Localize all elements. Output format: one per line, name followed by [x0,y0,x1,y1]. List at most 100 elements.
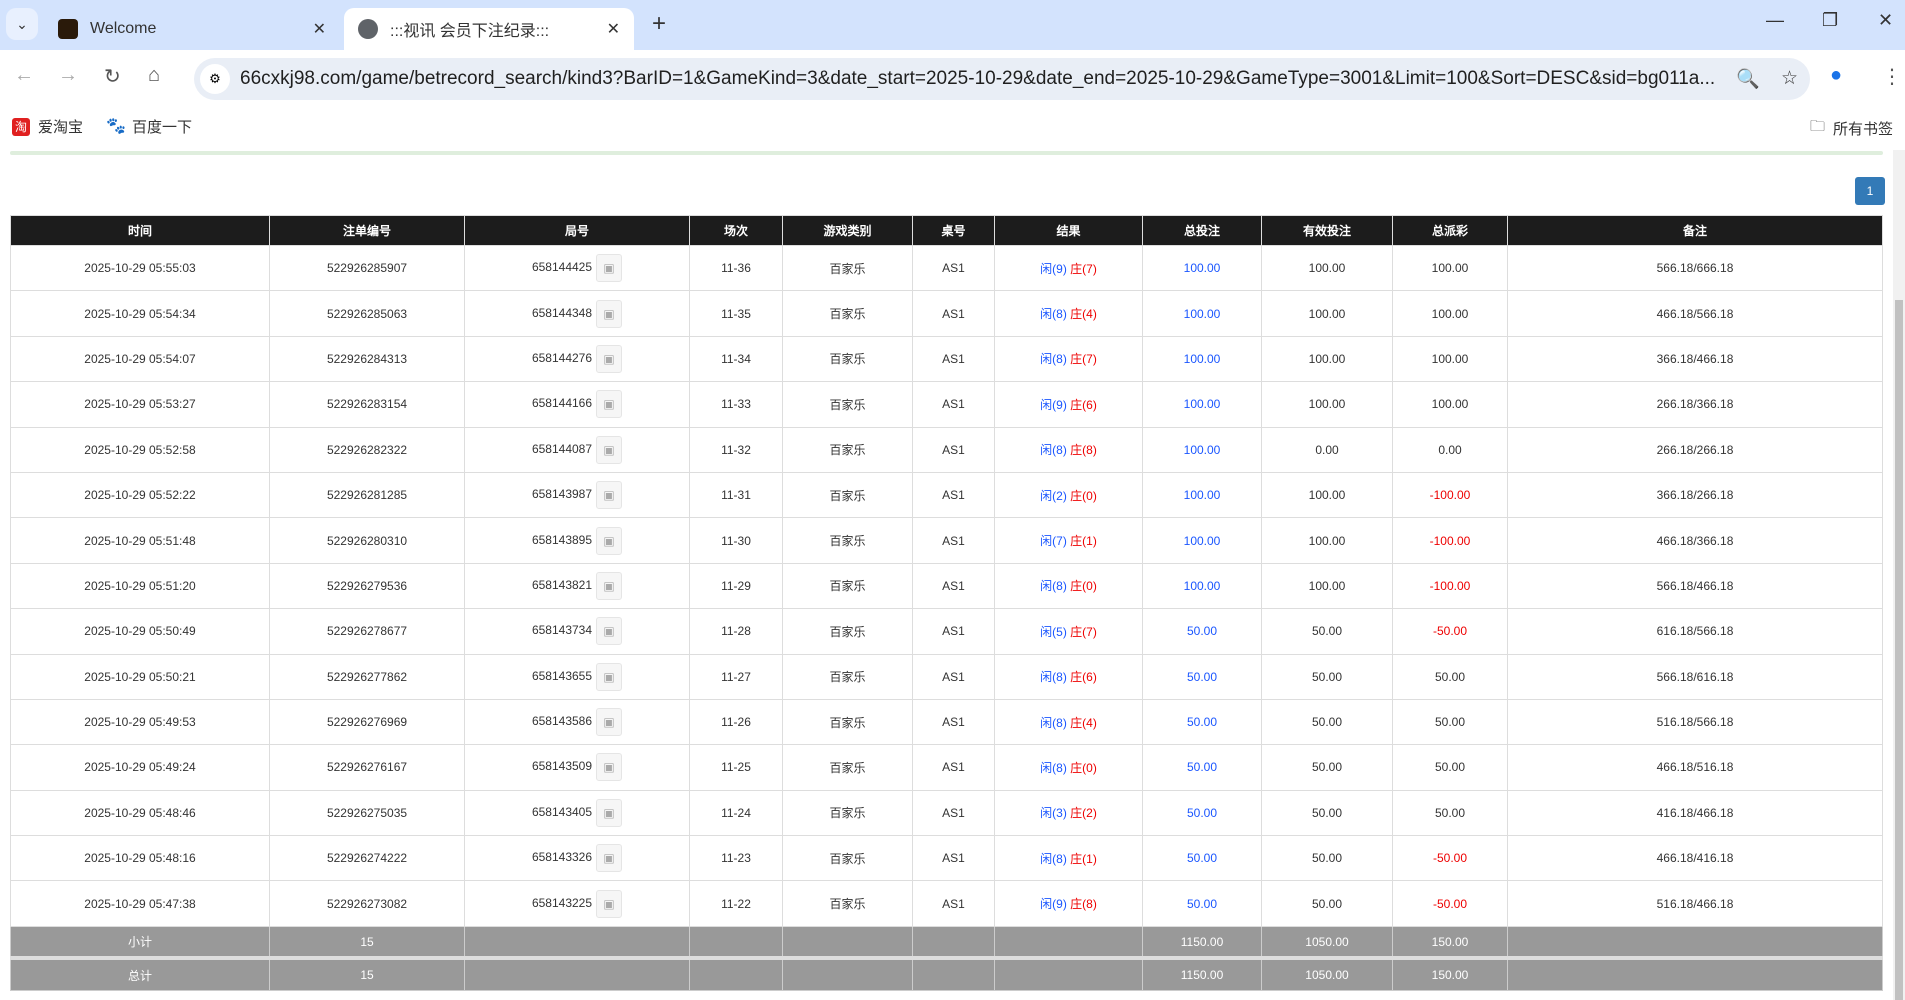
bet-id-cell: 522926284313 [269,335,465,383]
url-text[interactable]: 66cxkj98.com/game/betrecord_search/kind3… [240,68,1716,89]
back-button[interactable]: ← [14,64,34,86]
video-replay-icon[interactable]: ▣ [596,617,623,646]
menu-icon[interactable]: ⋮ [1882,66,1902,88]
video-replay-icon[interactable]: ▣ [596,571,623,600]
video-replay-icon[interactable]: ▣ [596,390,623,419]
close-tab-icon[interactable]: ✕ [312,21,326,38]
result-cell: 闲(8) 庄(4) [994,698,1143,746]
video-replay-icon[interactable]: ▣ [596,435,623,464]
tab-welcome[interactable]: Welcome ✕ [44,8,340,50]
video-replay-icon[interactable]: ▣ [596,753,623,782]
bet-record-table: 时间 注单编号 局号 场次 游戏类别 桌号 结果 总投注 有效投注 总派彩 备注 2025-10-2… [10,215,1883,991]
valid-bet-cell: 50.00 [1261,880,1393,927]
result-cell: 闲(8) 庄(1) [994,835,1143,882]
table-cell [1507,956,1883,991]
baidu-paw-icon: 🐾 [106,117,126,135]
game-type-cell: 百家乐 [782,471,913,519]
new-tab-button[interactable]: + [652,10,667,37]
table-cell: 150.00 [1392,956,1508,991]
round-id: 658143895 [531,532,593,547]
session-cell: 11-25 [689,744,783,791]
table-no-cell: AS1 [912,835,995,882]
video-replay-icon[interactable]: ▣ [596,708,623,737]
total-bet-cell: 100.00 [1142,426,1262,473]
column-header: 总投注 [1142,215,1262,246]
player-result: 闲(5) [1040,624,1067,639]
video-replay-icon[interactable]: ▣ [596,844,623,873]
globe-icon [358,19,378,39]
video-replay-icon[interactable]: ▣ [596,889,623,918]
scrollbar[interactable] [1893,150,1905,1000]
address-bar[interactable]: ⚙ 66cxkj98.com/game/betrecord_search/kin… [194,58,1810,100]
round-id: 658143225 [531,895,593,910]
banker-result: 庄(6) [1070,397,1097,412]
video-replay-icon[interactable]: ▣ [596,344,623,373]
banker-result: 庄(0) [1070,488,1097,503]
table-row: 2025-10-29 05:50:49 522926278677 658143734… [10,608,1883,655]
all-bookmarks[interactable]: 🗀 所有书签 [1810,116,1893,141]
minimize-button[interactable]: — [1766,10,1784,30]
banker-result: 庄(8) [1070,897,1097,912]
total-bet-cell: 50.00 [1142,608,1262,655]
valid-bet-cell: 0.00 [1261,426,1393,473]
result-cell: 闲(9) 庄(7) [994,244,1143,292]
payout-cell: 50.00 [1392,744,1508,791]
round-id-cell: 658143326 ▣ [464,835,690,882]
player-result: 闲(8) [1040,670,1067,685]
bet-id-cell: 522926281285 [269,471,465,519]
zoom-icon[interactable]: 🔍 [1736,69,1760,90]
table-row: 2025-10-29 05:50:21 522926277862 658143655… [10,653,1883,700]
forward-button[interactable]: → [58,64,78,86]
payout-cell: 100.00 [1392,335,1508,383]
valid-bet-cell: 100.00 [1261,471,1393,519]
table-row: 2025-10-29 05:48:46 522926275035 658143405… [10,789,1883,837]
total-bet-cell: 100.00 [1142,335,1262,383]
total-bet-cell: 50.00 [1142,653,1262,700]
round-id-cell: 658143895 ▣ [464,517,690,564]
page-button-1[interactable]: 1 [1855,177,1885,205]
video-replay-icon[interactable]: ▣ [596,526,623,555]
close-tab-icon[interactable]: ✕ [606,21,620,38]
column-header: 总派彩 [1392,215,1508,246]
scrollbar-thumb[interactable] [1895,300,1903,1000]
round-id: 658144425 [531,260,593,275]
profile-avatar[interactable]: ● [1830,64,1843,86]
table-row: 2025-10-29 05:47:38 522926273082 658143225… [10,880,1883,927]
reload-button[interactable]: ↻ [104,66,121,88]
bookmark-baidu[interactable]: 🐾 百度一下 [106,116,192,137]
remark-cell: 516.18/466.18 [1507,880,1883,927]
table-cell [1507,925,1883,959]
tab-bet-record[interactable]: :::视讯 会员下注纪录::: ✕ [344,8,634,50]
round-id-cell: 658143509 ▣ [464,744,690,791]
player-result: 闲(9) [1040,897,1067,912]
game-type-cell: 百家乐 [782,290,913,337]
video-replay-icon[interactable]: ▣ [596,662,623,691]
bet-id-cell: 522926280310 [269,517,465,564]
round-id-cell: 658144087 ▣ [464,426,690,473]
video-replay-icon[interactable]: ▣ [596,798,623,827]
video-replay-icon[interactable]: ▣ [596,254,623,283]
table-row: 2025-10-29 05:55:03 522926285907 658144425… [10,244,1883,292]
total-bet-cell: 100.00 [1142,562,1262,610]
remark-cell: 466.18/516.18 [1507,744,1883,791]
banker-result: 庄(8) [1070,443,1097,458]
player-result: 闲(9) [1040,261,1067,276]
table-cell [994,925,1143,959]
bookmark-star-icon[interactable]: ☆ [1780,68,1798,89]
home-button[interactable]: ⌂ [148,64,161,86]
remark-cell: 616.18/566.18 [1507,608,1883,655]
game-type-cell: 百家乐 [782,835,913,882]
bet-id-cell: 522926277862 [269,653,465,700]
bookmark-aitaobao[interactable]: 淘爱淘宝 [12,116,83,137]
site-info-icon[interactable]: ⚙ [200,64,230,94]
restore-button[interactable]: ❐ [1822,10,1839,30]
bet-id-cell: 522926279536 [269,562,465,610]
tab-search-button[interactable]: ⌄ [6,8,38,40]
banker-result: 庄(6) [1070,670,1097,685]
video-replay-icon[interactable]: ▣ [596,481,623,510]
time-cell: 2025-10-29 05:54:34 [10,290,270,337]
close-window-button[interactable]: ✕ [1878,10,1894,30]
video-replay-icon[interactable]: ▣ [596,299,623,328]
session-cell: 11-33 [689,381,783,428]
column-header: 桌号 [912,215,995,246]
